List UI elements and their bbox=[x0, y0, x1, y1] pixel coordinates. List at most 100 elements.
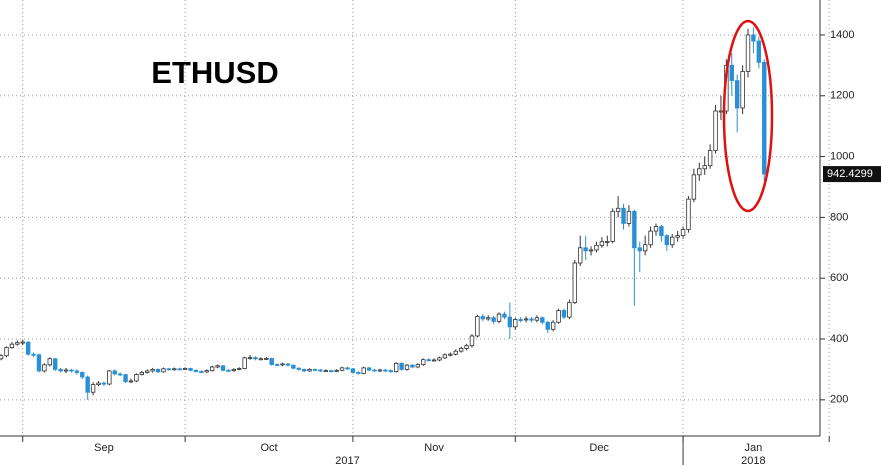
candle-body bbox=[664, 235, 670, 246]
candle-body bbox=[307, 369, 312, 372]
candle-body bbox=[215, 365, 220, 368]
candle-body bbox=[134, 374, 139, 382]
candle-body bbox=[155, 369, 161, 373]
candle-body bbox=[242, 357, 247, 369]
candle-body bbox=[502, 313, 507, 318]
candle-body bbox=[231, 369, 237, 372]
candle-body bbox=[534, 317, 540, 321]
candle-body bbox=[166, 368, 172, 371]
candle-body bbox=[123, 374, 128, 382]
candle-body bbox=[751, 34, 756, 42]
candle-body bbox=[442, 354, 448, 359]
y-tick-label: 200 bbox=[830, 394, 848, 406]
candle-body bbox=[507, 316, 513, 328]
candle-body bbox=[345, 367, 350, 370]
candle-body bbox=[172, 368, 177, 371]
month-label: Oct bbox=[260, 442, 277, 454]
candle-body bbox=[594, 244, 599, 251]
candle-body bbox=[334, 369, 339, 372]
candle-body bbox=[209, 366, 215, 372]
candle-body bbox=[572, 262, 578, 303]
candle-body bbox=[74, 370, 80, 373]
highlight-circle bbox=[722, 19, 774, 213]
candle-body bbox=[469, 335, 475, 347]
candle-body bbox=[632, 210, 637, 249]
candle-body bbox=[323, 370, 329, 373]
y-tick-label: 400 bbox=[830, 333, 848, 345]
candle-body bbox=[280, 363, 285, 366]
candle-body bbox=[42, 364, 47, 372]
candle-body bbox=[264, 358, 269, 360]
candle-body bbox=[199, 371, 204, 373]
candle-body bbox=[31, 353, 36, 356]
candle-body bbox=[421, 359, 426, 365]
candle-body bbox=[626, 210, 632, 224]
candle-body bbox=[128, 380, 134, 383]
month-label: Sep bbox=[94, 442, 114, 454]
candle-body bbox=[610, 210, 615, 242]
candle-body bbox=[366, 367, 372, 371]
candle-body bbox=[410, 364, 415, 368]
candle-body bbox=[529, 318, 534, 321]
candle-body bbox=[556, 310, 561, 323]
candle-body bbox=[458, 348, 464, 352]
candle-body bbox=[648, 230, 653, 246]
candle-body bbox=[578, 247, 583, 264]
candle-body bbox=[237, 368, 242, 370]
candle-body bbox=[269, 358, 274, 365]
candle-body bbox=[377, 369, 383, 372]
candle-body bbox=[702, 165, 707, 170]
candle-body bbox=[491, 317, 496, 322]
candle-body bbox=[69, 369, 74, 372]
candle-body bbox=[4, 347, 9, 357]
candle-body bbox=[220, 365, 226, 371]
candle-body bbox=[448, 353, 453, 356]
candle-body bbox=[707, 150, 713, 167]
candle-body bbox=[296, 367, 301, 370]
candle-body bbox=[399, 362, 404, 370]
candle-body bbox=[518, 319, 523, 321]
candle-body bbox=[605, 241, 610, 243]
candle-body bbox=[226, 369, 231, 372]
candle-body bbox=[437, 357, 442, 361]
candle-body bbox=[486, 317, 491, 320]
candle-body bbox=[182, 368, 188, 370]
candle-body bbox=[150, 369, 155, 372]
candle-body bbox=[480, 316, 485, 320]
candle-body bbox=[431, 359, 437, 362]
last-price-label: 942.4299 bbox=[827, 168, 873, 180]
candle-body bbox=[659, 226, 664, 237]
candle-body bbox=[734, 80, 740, 109]
candle-body bbox=[475, 316, 480, 337]
candle-body bbox=[101, 382, 107, 385]
candle-body bbox=[80, 372, 85, 378]
candle-body bbox=[53, 358, 58, 370]
candle-body bbox=[107, 370, 112, 385]
candle-body bbox=[740, 71, 745, 109]
candle-body bbox=[561, 310, 567, 318]
candle-body bbox=[161, 368, 166, 373]
candle-body bbox=[388, 370, 393, 373]
last-price-box bbox=[823, 166, 881, 183]
y-tick-label: 1400 bbox=[830, 29, 854, 41]
candle-body bbox=[615, 207, 621, 212]
candle-body bbox=[583, 247, 588, 252]
y-tick-label: 1200 bbox=[830, 90, 854, 102]
candle-body bbox=[247, 357, 253, 359]
candle-body bbox=[550, 321, 556, 330]
candle-body bbox=[523, 318, 529, 321]
candle-body bbox=[567, 302, 572, 318]
candle-body bbox=[301, 369, 307, 372]
y-tick-label: 800 bbox=[830, 211, 848, 223]
candle-body bbox=[177, 368, 182, 371]
candle-body bbox=[318, 369, 323, 372]
candle-body bbox=[713, 110, 718, 151]
candle-body bbox=[745, 34, 751, 72]
candle-body bbox=[496, 313, 502, 322]
candle-body bbox=[9, 343, 15, 348]
candle-body bbox=[588, 249, 594, 252]
candle-body bbox=[36, 354, 42, 372]
candle-body bbox=[193, 369, 199, 372]
candle-body bbox=[312, 369, 318, 371]
